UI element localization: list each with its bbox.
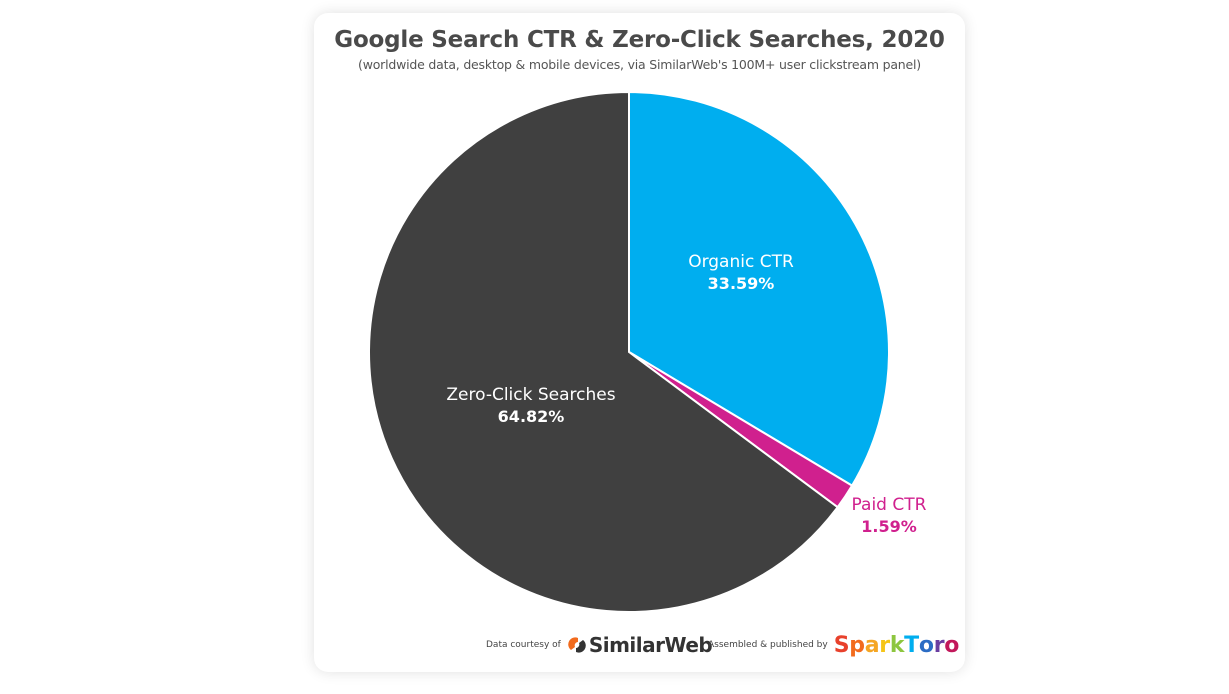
chart-card: Google Search CTR & Zero-Click Searches,… (314, 13, 965, 672)
sparktoro-letter: r (933, 632, 945, 658)
pie-slice-zero-click-searches (368, 90, 840, 613)
sparktoro-logo: SparkToro (833, 632, 960, 658)
chart-title: Google Search CTR & Zero-Click Searches,… (334, 27, 945, 53)
sparktoro-letter: o (944, 632, 960, 658)
sparktoro-letter: p (849, 632, 865, 658)
slice-label-paid-ctr: Paid CTR (852, 495, 927, 515)
sparktoro-letter: T (904, 632, 919, 658)
pie-chart: Organic CTR 33.59% Paid CTR 1.59% Zero-Click… (368, 90, 927, 613)
similarweb-brand: SimilarWeb (588, 633, 713, 657)
published-by: Assembled & published by SparkToro (708, 631, 959, 659)
published-label: Assembled & published by (708, 640, 828, 650)
pie-slice-organic-ctr (628, 90, 890, 487)
sparktoro-letter: o (918, 632, 934, 658)
slice-value-zero-click-searches: 64.82% (498, 407, 565, 426)
sparktoro-letter: r (879, 632, 890, 658)
similarweb-icon (568, 637, 586, 653)
slice-value-paid-ctr: 1.59% (861, 517, 917, 536)
data-courtesy-label: Data courtesy of (486, 640, 561, 650)
slice-label-organic-ctr: Organic CTR (688, 252, 794, 272)
chart-subtitle: (worldwide data, desktop & mobile device… (358, 57, 921, 72)
sparktoro-letter: S (833, 632, 850, 658)
data-courtesy: Data courtesy of SimilarWeb (486, 631, 713, 659)
similarweb-logo: SimilarWeb (567, 633, 713, 657)
slice-label-zero-click-searches: Zero-Click Searches (446, 385, 615, 405)
sparktoro-letter: a (864, 632, 880, 658)
sparktoro-letter: k (889, 632, 905, 658)
slice-value-organic-ctr: 33.59% (708, 274, 775, 293)
